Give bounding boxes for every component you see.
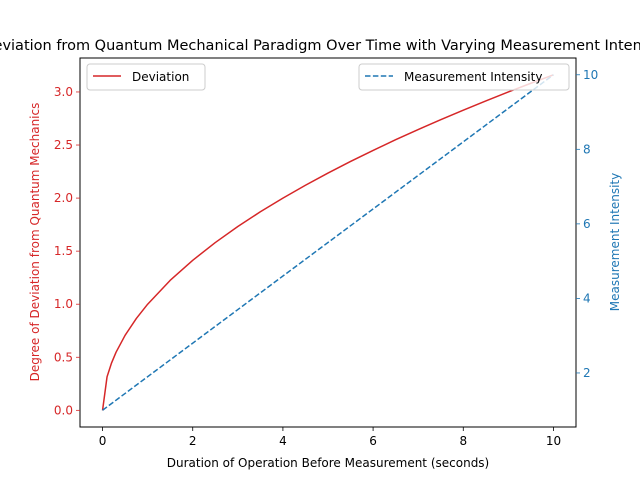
chart-title: Deviation from Quantum Mechanical Paradi… [0,38,640,54]
y-axis-right: 2 4 6 8 10 [576,68,598,380]
y-left-tick-label: 2.0 [54,191,73,205]
legend-right: Measurement Intensity [358,63,570,91]
x-tick-label: 4 [279,434,287,448]
x-tick-label: 10 [546,434,561,448]
x-tick-label: 8 [459,434,467,448]
y-axis-left-label: Degree of Deviation from Quantum Mechani… [28,103,42,382]
y-left-tick-label: 0.5 [54,350,73,364]
y-left-tick-label: 1.0 [54,297,73,311]
series-line-deviation [101,74,554,411]
plot-area [101,74,554,411]
y-left-tick-label: 0.0 [54,403,73,417]
legend-left-box [86,63,206,91]
y-right-tick-label: 6 [583,217,591,231]
series-line-measurement-intensity [102,74,554,411]
y-axis-right-label: Measurement Intensity [608,173,622,311]
plot-frame [79,57,577,428]
x-tick-label: 0 [99,434,107,448]
legend-intensity-label: Measurement Intensity [404,70,542,84]
y-right-tick-label: 10 [583,68,598,82]
legend-deviation-label: Deviation [132,70,189,84]
x-axis: 0 2 4 6 8 10 [99,427,561,448]
y-left-tick-label: 1.5 [54,244,73,258]
legend-right-box [358,63,570,91]
y-left-tick-label: 2.5 [54,138,73,152]
x-tick-label: 2 [189,434,197,448]
y-left-tick-label: 3.0 [54,85,73,99]
legend-left: Deviation [86,63,206,91]
y-right-tick-label: 8 [583,142,591,156]
y-axis-left: 0.0 0.5 1.0 1.5 2.0 2.5 3.0 [54,85,80,417]
y-right-tick-label: 2 [583,366,591,380]
x-tick-label: 6 [369,434,377,448]
y-right-tick-label: 4 [583,291,591,305]
x-axis-label: Duration of Operation Before Measurement… [167,456,490,470]
